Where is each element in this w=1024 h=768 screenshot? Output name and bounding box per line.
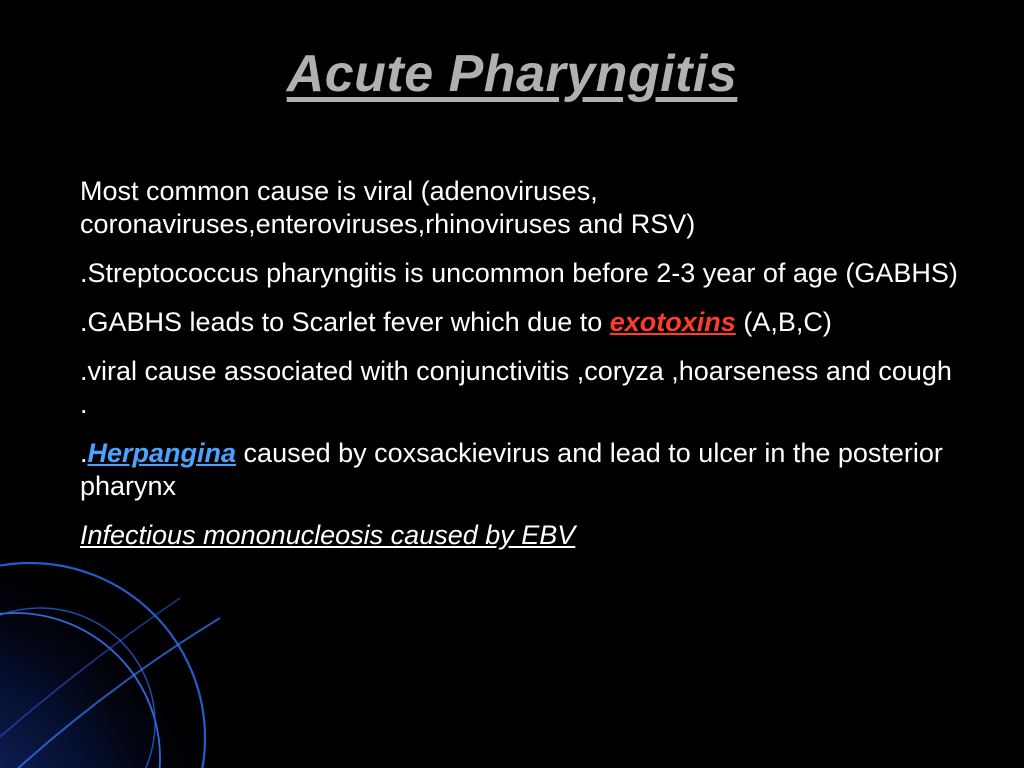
text-run: (A,B,C) xyxy=(736,307,832,337)
text-run: .Streptococcus pharyngitis is uncommon b… xyxy=(80,258,958,288)
paragraph: .viral cause associated with conjunctivi… xyxy=(80,355,960,421)
paragraph: Infectious mononucleosis caused by EBV xyxy=(80,519,960,552)
paragraph: Most common cause is viral (adenoviruses… xyxy=(80,175,960,241)
paragraph: .Streptococcus pharyngitis is uncommon b… xyxy=(80,257,960,290)
text-run: .viral cause associated with conjunctivi… xyxy=(80,356,952,419)
emphasis-em-under: Infectious mononucleosis caused by EBV xyxy=(80,520,575,550)
text-run: Most common cause is viral (adenoviruses… xyxy=(80,176,695,239)
paragraph: .GABHS leads to Scarlet fever which due … xyxy=(80,306,960,339)
paragraph: .Herpangina caused by coxsackievirus and… xyxy=(80,437,960,503)
slide-title: Acute Pharyngitis xyxy=(0,44,1024,104)
slide-body: Most common cause is viral (adenoviruses… xyxy=(80,175,960,567)
text-run: .GABHS leads to Scarlet fever which due … xyxy=(80,307,610,337)
emphasis-em-red: exotoxins xyxy=(610,307,736,337)
text-run: . xyxy=(80,438,88,468)
title-text: Acute Pharyngitis xyxy=(287,45,738,103)
slide: Acute Pharyngitis Most common cause is v… xyxy=(0,0,1024,768)
emphasis-em-blue: Herpangina xyxy=(88,438,237,468)
